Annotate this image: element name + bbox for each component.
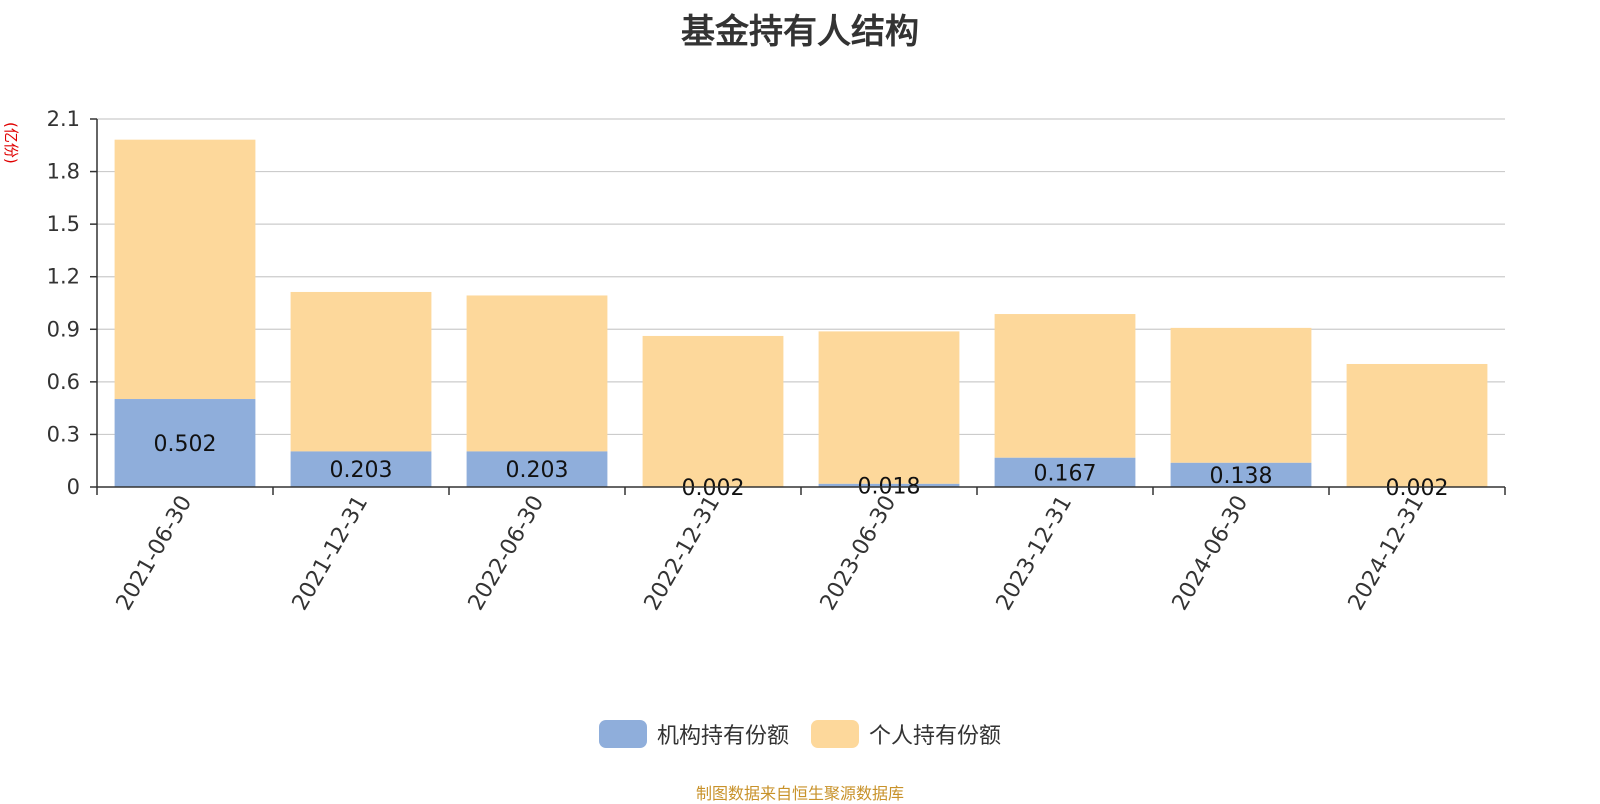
bar-individual xyxy=(819,331,960,483)
bar-individual xyxy=(643,336,784,487)
legend-label-institutional: 机构持有份额 xyxy=(657,718,789,750)
y-tick-label: 0.9 xyxy=(47,317,80,341)
data-label-institutional: 0.203 xyxy=(506,458,569,483)
y-tick-label: 0 xyxy=(67,475,80,499)
y-tick-label: 0.3 xyxy=(47,422,80,446)
x-tick-label: 2022-12-31 xyxy=(640,492,726,615)
bar-individual xyxy=(1171,328,1312,463)
x-tick-label: 2023-06-30 xyxy=(816,492,902,615)
x-tick-label: 2022-06-30 xyxy=(464,492,550,615)
data-label-institutional: 0.203 xyxy=(330,458,393,483)
y-tick-label: 1.8 xyxy=(47,160,80,184)
legend-item-institutional[interactable]: 机构持有份额 xyxy=(599,718,789,750)
bar-individual xyxy=(467,295,608,451)
x-tick-label: 2023-12-31 xyxy=(992,492,1078,615)
legend-swatch-individual xyxy=(811,720,859,748)
x-tick-label: 2021-12-31 xyxy=(288,492,374,615)
legend-item-individual[interactable]: 个人持有份额 xyxy=(811,718,1001,750)
legend-swatch-institutional xyxy=(599,720,647,748)
y-tick-label: 1.2 xyxy=(47,265,80,289)
x-tick-label: 2021-06-30 xyxy=(112,492,198,615)
x-tick-label: 2024-12-31 xyxy=(1344,492,1430,615)
data-label-institutional: 0.138 xyxy=(1210,464,1273,489)
data-label-institutional: 0.167 xyxy=(1034,461,1097,486)
x-tick-label: 2024-06-30 xyxy=(1168,492,1254,615)
data-label-institutional: 0.502 xyxy=(154,432,217,457)
data-source-note: 制图数据来自恒生聚源数据库 xyxy=(0,780,1600,804)
bar-individual xyxy=(1347,364,1488,487)
bar-individual xyxy=(291,292,432,451)
bar-individual xyxy=(995,314,1136,458)
y-tick-label: 2.1 xyxy=(47,107,80,131)
legend: 机构持有份额 个人持有份额 xyxy=(0,718,1600,750)
y-tick-label: 0.6 xyxy=(47,370,80,394)
y-tick-label: 1.5 xyxy=(47,212,80,236)
bar-individual xyxy=(115,140,256,399)
legend-label-individual: 个人持有份额 xyxy=(869,718,1001,750)
